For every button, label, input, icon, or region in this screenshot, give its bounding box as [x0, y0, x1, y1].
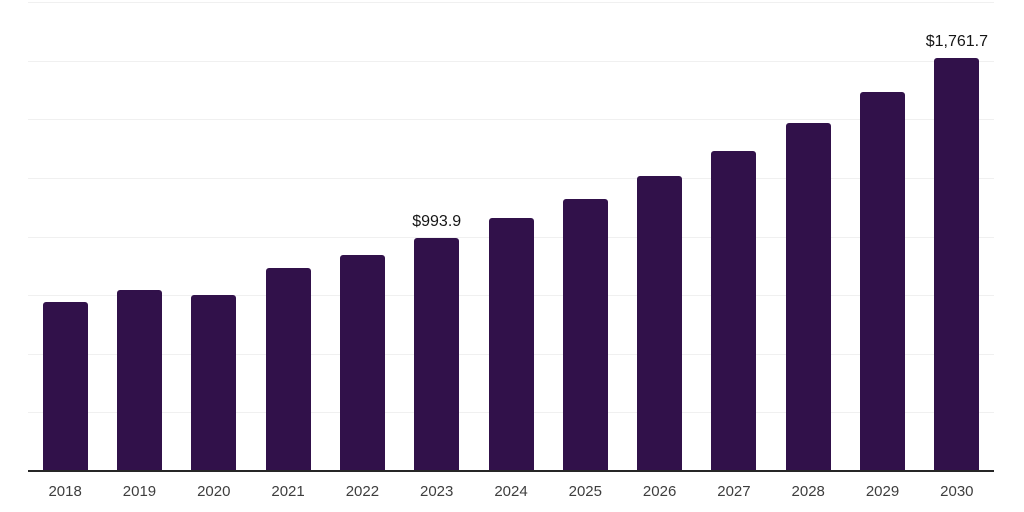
bar-2026	[637, 175, 683, 471]
bar-2030	[934, 57, 980, 471]
x-axis-labels: 2018 2019 2020 2021 2022 2023 2024 2025 2026 2027…	[28, 483, 994, 508]
bar-2021	[265, 268, 311, 471]
x-tick-2020: 2020	[197, 483, 231, 500]
x-tick-2027: 2027	[717, 483, 751, 500]
x-tick-2023: 2023	[420, 483, 454, 500]
bar-2020	[191, 295, 237, 471]
x-axis-line	[28, 470, 994, 472]
plot-area: $993.9 $1,761.7	[28, 2, 994, 472]
value-label-2023: $993.9	[412, 212, 462, 230]
gridline-2000	[28, 2, 994, 3]
bar-2028	[785, 122, 831, 471]
value-label-2030: $1,761.7	[925, 32, 988, 50]
bar-2027	[711, 150, 757, 471]
x-tick-2029: 2029	[865, 483, 900, 500]
x-tick-2019: 2019	[122, 483, 157, 500]
x-tick-2018: 2018	[48, 483, 82, 500]
bar-2018	[42, 302, 88, 471]
gridline-1250	[28, 177, 994, 179]
bar-2023	[414, 237, 460, 471]
x-tick-2028: 2028	[791, 483, 825, 500]
x-tick-2021: 2021	[271, 483, 305, 500]
bar-2022	[339, 254, 385, 471]
bar-2024	[488, 217, 534, 471]
gridline-1500	[28, 119, 994, 121]
bar-2029	[860, 91, 906, 471]
bar-2019	[116, 290, 162, 471]
x-tick-2024: 2024	[494, 483, 528, 500]
bar-2025	[562, 198, 608, 471]
x-tick-2026: 2026	[642, 483, 677, 500]
gridline-1750	[28, 60, 994, 62]
x-tick-2022: 2022	[345, 483, 380, 500]
x-tick-2025: 2025	[568, 483, 602, 500]
x-tick-2030: 2030	[940, 483, 974, 500]
